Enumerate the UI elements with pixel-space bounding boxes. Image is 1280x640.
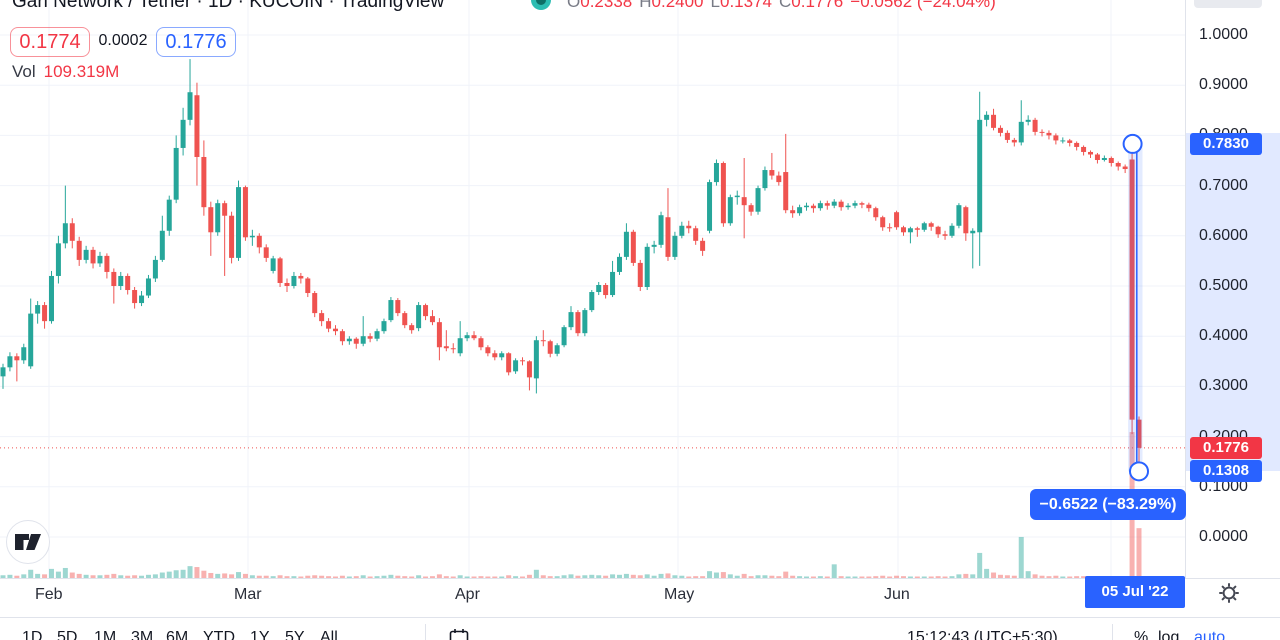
ohlc-key: O xyxy=(567,0,581,11)
price-tick: 0.6000 xyxy=(1199,226,1248,244)
measure-end-handle[interactable] xyxy=(1129,461,1149,482)
crosshair-date-label: 05 Jul '22 xyxy=(1085,576,1185,608)
ohlc-key: H xyxy=(639,0,652,11)
toolbar-divider xyxy=(425,624,426,640)
range-button-1y[interactable]: 1Y xyxy=(250,629,270,640)
ohlc-value: 0.2338 xyxy=(580,0,633,11)
bottom-toolbar: 1D 5D 1M 3M 6M YTD 1Y 5Y All 15:12:43 (UTC+5:30)… xyxy=(0,617,1280,640)
tradingview-logo[interactable] xyxy=(6,520,50,564)
candles-layer xyxy=(0,59,1142,469)
price-tick: 0.5000 xyxy=(1199,277,1248,294)
price-tick: 1.0000 xyxy=(1199,26,1248,43)
range-button-1d[interactable]: 1D xyxy=(22,629,43,640)
price-tick: 0.9000 xyxy=(1199,76,1248,94)
grid-layer xyxy=(0,0,1185,578)
month-tick-label: May xyxy=(664,586,695,603)
measure-price-range-highlight xyxy=(1186,132,1280,472)
candlestick-chart[interactable] xyxy=(0,0,1185,578)
auto-scale-toggle[interactable]: auto xyxy=(1194,629,1226,640)
calendar-icon[interactable] xyxy=(449,628,469,640)
range-button-5y[interactable]: 5Y xyxy=(285,629,305,640)
scale-corner-pill xyxy=(1194,0,1262,8)
price-tick: 0.7000 xyxy=(1199,176,1248,194)
change-value: −0.0562 (−24.04%) xyxy=(850,0,996,11)
price-scale[interactable]: 1.00000.90000.80000.70000.60000.50000.40… xyxy=(1185,0,1280,578)
price-tick: 0.4000 xyxy=(1199,327,1248,345)
month-tick-label: Apr xyxy=(455,586,480,603)
volume-layer xyxy=(0,432,1142,578)
ohlc-key: C xyxy=(778,0,792,11)
volume-value: 109.319M xyxy=(43,62,120,81)
range-button-3m[interactable]: 3M xyxy=(131,629,154,640)
ohlc-value: 0.2400 xyxy=(651,0,704,11)
symbol-title: Gari Network / Tether · 1D · KUCOIN · Tr… xyxy=(12,0,445,12)
measure-ruler-tool[interactable] xyxy=(1122,133,1149,482)
month-tick-label: Jun xyxy=(884,586,910,603)
clock-display[interactable]: 15:12:43 (UTC+5:30) xyxy=(907,629,1058,640)
measure-start-handle[interactable] xyxy=(1122,133,1143,154)
month-tick-label: Mar xyxy=(234,586,262,603)
coin-inner-dot xyxy=(536,0,546,5)
range-button-5d[interactable]: 5D xyxy=(57,629,78,640)
toolbar-divider xyxy=(1112,624,1113,640)
ask-price-button[interactable]: 0.1776 xyxy=(156,27,236,57)
ohlc-values: O0.2338 H0.2400 L0.1374 C0.1776 −0.0562 (−24… xyxy=(560,0,996,12)
price-label-chip: 0.7830 xyxy=(1190,132,1262,155)
gear-icon[interactable] xyxy=(1216,580,1242,611)
price-tick: 0.0000 xyxy=(1199,528,1248,545)
ohlc-key: L xyxy=(710,0,720,11)
price-tick: 0.1000 xyxy=(1199,477,1248,495)
log-scale-toggle[interactable]: log xyxy=(1158,629,1180,640)
measure-change-tooltip: −0.6522 (−83.29%) xyxy=(1030,489,1186,520)
price-label-chip: 0.1308 xyxy=(1190,460,1262,483)
ohlc-value: 0.1374 xyxy=(719,0,772,11)
spread-value: 0.0002 xyxy=(98,32,148,49)
range-button-all[interactable]: All xyxy=(320,629,338,640)
time-scale[interactable]: Feb Mar Apr May Jun xyxy=(0,578,1280,617)
price-tick: 0.3000 xyxy=(1199,377,1248,395)
ohlc-value: 0.1776 xyxy=(791,0,844,11)
volume-row: Vol 109.319M xyxy=(12,62,119,82)
month-tick-label: Feb xyxy=(35,586,63,603)
range-button-1m[interactable]: 1M xyxy=(94,629,117,640)
bid-price-button[interactable]: 0.1774 xyxy=(10,27,90,57)
percent-scale-toggle[interactable]: % xyxy=(1134,629,1149,640)
range-button-6m[interactable]: 6M xyxy=(166,629,189,640)
range-button-ytd[interactable]: YTD xyxy=(203,629,235,640)
gari-coin-icon xyxy=(531,0,551,10)
tradingview-logo-mark xyxy=(15,534,41,550)
price-label-chip: 0.1776 xyxy=(1190,436,1262,459)
volume-label: Vol xyxy=(12,62,36,81)
